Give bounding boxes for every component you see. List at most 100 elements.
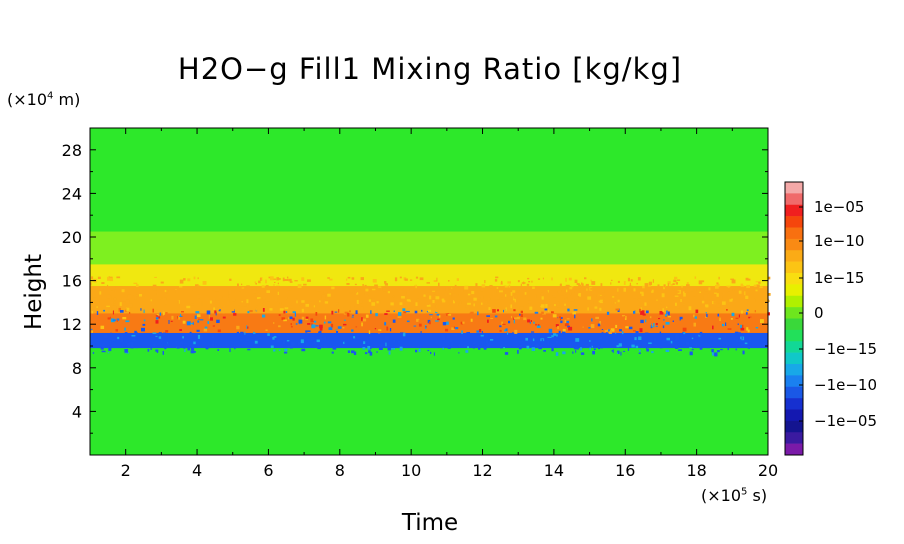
noise-speck: [531, 331, 535, 333]
noise-speck: [464, 285, 469, 290]
colorbar-swatch: [785, 250, 803, 262]
noise-speck: [452, 317, 455, 320]
noise-speck: [97, 276, 101, 279]
noise-speck: [165, 300, 167, 305]
noise-speck: [298, 319, 303, 324]
noise-speck: [681, 307, 686, 312]
noise-speck: [603, 296, 606, 299]
noise-speck: [121, 289, 125, 293]
noise-speck: [605, 315, 609, 318]
noise-speck: [254, 338, 259, 341]
noise-speck: [671, 290, 674, 293]
noise-speck: [599, 321, 601, 325]
x-tick-label: 6: [263, 461, 273, 480]
noise-speck: [317, 346, 321, 350]
noise-speck: [212, 344, 214, 347]
noise-speck: [608, 329, 610, 332]
noise-speck: [665, 322, 670, 325]
noise-speck: [759, 286, 763, 289]
noise-speck: [551, 335, 554, 338]
noise-speck: [708, 293, 710, 297]
noise-speck: [290, 323, 292, 326]
noise-speck: [637, 298, 642, 300]
noise-speck: [657, 284, 660, 288]
noise-speck: [374, 284, 378, 288]
noise-speck: [389, 328, 392, 332]
noise-speck: [301, 348, 306, 352]
noise-speck: [387, 347, 392, 351]
noise-speck: [286, 340, 290, 342]
colorbar-frame: [784, 181, 804, 456]
noise-speck: [621, 331, 624, 335]
noise-speck: [458, 343, 461, 348]
noise-speck: [190, 322, 194, 325]
noise-speck: [680, 319, 684, 321]
plot-area: [90, 128, 768, 455]
noise-speck: [472, 347, 475, 349]
noise-speck: [339, 287, 342, 292]
noise-speck: [748, 337, 752, 340]
noise-speck: [165, 312, 168, 315]
noise-speck: [197, 314, 201, 317]
noise-speck: [366, 285, 370, 289]
noise-speck: [505, 328, 508, 332]
noise-speck: [683, 291, 685, 294]
noise-speck: [232, 299, 236, 302]
noise-speck: [394, 277, 398, 281]
noise-speck: [427, 349, 430, 352]
noise-speck: [450, 340, 453, 342]
noise-speck: [368, 350, 371, 354]
noise-speck: [126, 307, 130, 312]
noise-speck: [448, 280, 450, 282]
noise-speck: [567, 325, 570, 328]
noise-speck: [560, 283, 562, 288]
noise-speck: [323, 297, 325, 302]
noise-speck: [156, 309, 159, 314]
noise-speck: [617, 280, 620, 283]
noise-speck: [277, 291, 279, 295]
noise-speck: [494, 290, 497, 293]
noise-speck: [448, 304, 450, 306]
noise-speck: [331, 351, 334, 354]
noise-speck: [647, 302, 650, 305]
noise-speck: [525, 337, 528, 341]
noise-speck: [711, 349, 714, 353]
x-tick-label: 14: [544, 461, 564, 480]
x-tick-label: 18: [686, 461, 706, 480]
noise-speck: [119, 302, 122, 306]
noise-speck: [360, 277, 364, 281]
noise-speck: [176, 346, 180, 349]
noise-speck: [746, 327, 749, 331]
noise-speck: [144, 315, 148, 317]
noise-speck: [399, 276, 402, 279]
noise-speck: [254, 340, 258, 344]
noise-speck: [495, 336, 499, 339]
noise-speck: [601, 332, 604, 335]
noise-speck: [347, 276, 351, 279]
noise-speck: [701, 280, 705, 283]
noise-speck: [698, 280, 703, 285]
noise-speck: [255, 307, 258, 311]
y-axis-unit: (×104 m): [7, 90, 81, 109]
noise-speck: [679, 316, 683, 321]
noise-speck: [192, 321, 194, 325]
noise-speck: [200, 336, 204, 339]
noise-speck: [463, 344, 466, 348]
noise-speck: [110, 290, 114, 292]
noise-speck: [481, 302, 483, 305]
noise-speck: [215, 288, 219, 292]
noise-speck: [358, 327, 362, 329]
noise-speck: [337, 326, 342, 329]
noise-speck: [329, 343, 332, 345]
noise-speck: [118, 307, 121, 312]
noise-speck: [365, 294, 369, 297]
noise-speck: [183, 347, 186, 349]
noise-speck: [528, 281, 531, 283]
noise-speck: [315, 312, 318, 316]
noise-speck: [175, 290, 178, 294]
noise-speck: [520, 310, 523, 314]
noise-speck: [504, 329, 506, 332]
noise-speck: [553, 294, 557, 298]
noise-speck: [491, 305, 494, 308]
noise-speck: [268, 276, 271, 279]
